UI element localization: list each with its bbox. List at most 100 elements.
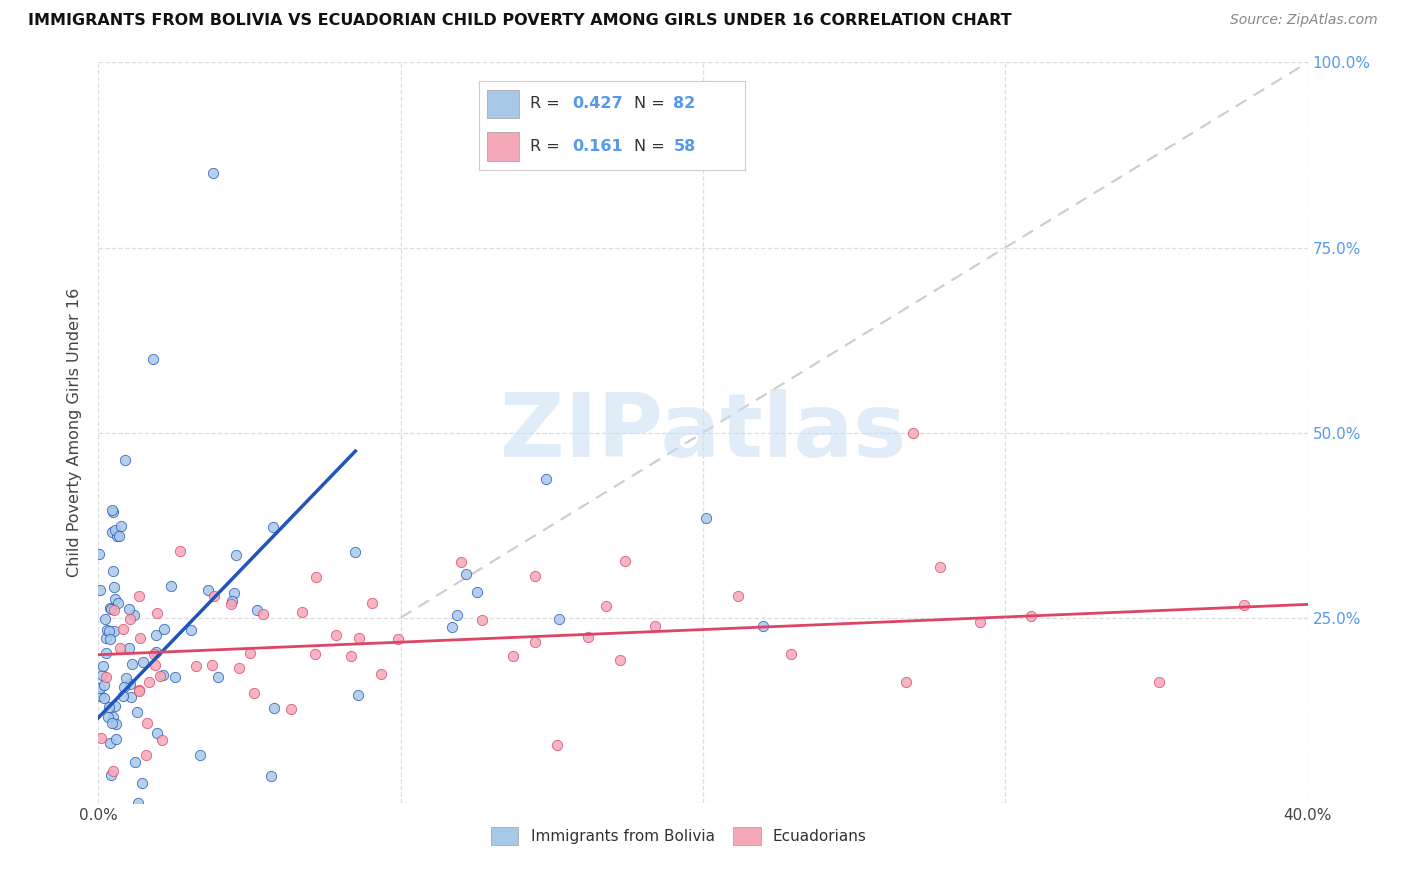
- Text: ZIPatlas: ZIPatlas: [501, 389, 905, 476]
- Point: [118, 677, 141, 691]
- Point: [145, 725, 167, 739]
- Point: [221, 593, 243, 607]
- Point: [695, 511, 717, 525]
- Point: [128, 589, 150, 603]
- Point: [94, 670, 117, 684]
- Point: [153, 623, 176, 637]
- Point: [188, 747, 211, 762]
- Point: [101, 505, 124, 519]
- Point: [145, 645, 167, 659]
- Point: [101, 764, 124, 778]
- Text: Source: ZipAtlas.com: Source: ZipAtlas.com: [1230, 13, 1378, 28]
- Point: [124, 756, 146, 770]
- Point: [340, 648, 363, 663]
- Point: [100, 715, 122, 730]
- Point: [89, 582, 111, 597]
- Point: [97, 699, 120, 714]
- Point: [107, 596, 129, 610]
- Point: [142, 647, 165, 661]
- Point: [344, 545, 367, 559]
- Point: [304, 647, 326, 661]
- Point: [131, 655, 153, 669]
- Point: [96, 710, 118, 724]
- Point: [103, 624, 125, 639]
- Point: [138, 674, 160, 689]
- Point: [471, 613, 494, 627]
- Point: [149, 669, 172, 683]
- Point: [465, 584, 488, 599]
- Point: [89, 681, 111, 695]
- Point: [894, 675, 917, 690]
- Point: [524, 569, 547, 583]
- Point: [523, 634, 546, 648]
- Point: [202, 166, 225, 180]
- Point: [450, 555, 472, 569]
- Point: [93, 678, 115, 692]
- Point: [222, 586, 245, 600]
- Point: [128, 684, 150, 698]
- Point: [644, 619, 666, 633]
- Point: [135, 748, 157, 763]
- Point: [291, 605, 314, 619]
- Point: [87, 547, 110, 561]
- Point: [143, 658, 166, 673]
- Point: [609, 653, 631, 667]
- Point: [150, 733, 173, 747]
- Point: [90, 731, 112, 745]
- Point: [280, 702, 302, 716]
- Point: [94, 612, 117, 626]
- Point: [100, 601, 122, 615]
- Point: [502, 648, 524, 663]
- Point: [727, 590, 749, 604]
- Point: [969, 615, 991, 630]
- Point: [752, 618, 775, 632]
- Point: [613, 554, 636, 568]
- Point: [105, 731, 128, 746]
- Point: [239, 646, 262, 660]
- Point: [547, 612, 569, 626]
- Point: [929, 560, 952, 574]
- Point: [169, 543, 191, 558]
- Point: [325, 627, 347, 641]
- Point: [901, 425, 924, 440]
- Point: [96, 646, 118, 660]
- Point: [184, 659, 207, 673]
- Point: [578, 630, 600, 644]
- Point: [118, 602, 141, 616]
- Point: [1233, 598, 1256, 612]
- Point: [129, 632, 152, 646]
- Point: [146, 606, 169, 620]
- Point: [243, 686, 266, 700]
- Text: IMMIGRANTS FROM BOLIVIA VS ECUADORIAN CHILD POVERTY AMONG GIRLS UNDER 16 CORRELA: IMMIGRANTS FROM BOLIVIA VS ECUADORIAN CH…: [28, 13, 1012, 29]
- Point: [101, 710, 124, 724]
- Point: [98, 632, 121, 647]
- Point: [197, 583, 219, 598]
- Point: [114, 453, 136, 467]
- Point: [546, 738, 568, 752]
- Point: [370, 666, 392, 681]
- Point: [103, 580, 125, 594]
- Point: [96, 623, 118, 637]
- Point: [219, 597, 242, 611]
- Y-axis label: Child Poverty Among Girls Under 16: Child Poverty Among Girls Under 16: [67, 288, 83, 577]
- Point: [91, 659, 114, 673]
- Point: [121, 657, 143, 671]
- Point: [110, 641, 132, 656]
- Point: [112, 680, 135, 694]
- Point: [101, 524, 124, 539]
- Point: [780, 647, 803, 661]
- Point: [595, 599, 617, 614]
- Point: [90, 668, 112, 682]
- Point: [89, 689, 111, 703]
- Point: [103, 564, 125, 578]
- Point: [387, 632, 409, 647]
- Point: [160, 579, 183, 593]
- Point: [98, 736, 121, 750]
- Point: [142, 351, 165, 366]
- Point: [446, 608, 468, 623]
- Point: [180, 623, 202, 637]
- Point: [263, 700, 285, 714]
- Point: [201, 658, 224, 673]
- Point: [246, 603, 269, 617]
- Point: [101, 503, 124, 517]
